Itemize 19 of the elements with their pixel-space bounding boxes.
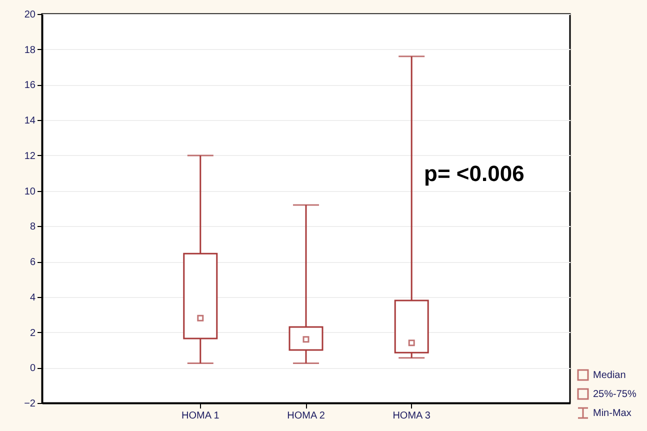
text: 25%-75% <box>593 389 636 400</box>
y-tick-label: −2 <box>24 398 36 410</box>
y-tick-label: 2 <box>30 328 36 339</box>
y-tick-label: 8 <box>30 222 36 233</box>
y-tick-label: 10 <box>24 186 36 198</box>
y-tick-label: 18 <box>24 44 36 56</box>
y-tick-label: 16 <box>24 80 36 92</box>
y-tick-label: 6 <box>30 257 36 268</box>
x-tick-label: HOMA 1 <box>182 410 220 422</box>
y-tick-label: 4 <box>30 292 36 304</box>
y-tick-label: 0 <box>30 363 36 374</box>
text: Min-Max <box>593 408 632 419</box>
annotation: p= <0.006 <box>424 161 524 186</box>
y-tick-label: 20 <box>24 10 36 20</box>
x-tick-label: HOMA 2 <box>287 410 326 422</box>
y-tick-label: 12 <box>24 150 36 162</box>
y-tick-label: 14 <box>24 116 36 127</box>
text: Median <box>593 370 626 381</box>
x-tick-label: HOMA 3 <box>392 410 431 422</box>
